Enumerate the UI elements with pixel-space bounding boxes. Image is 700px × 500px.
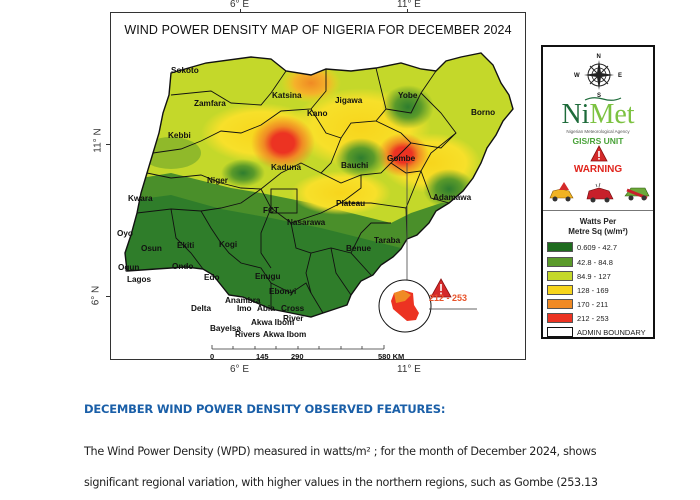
state-label-zamfara: Zamfara xyxy=(194,99,226,108)
warning-triangle-icon xyxy=(590,145,608,162)
legend-divider xyxy=(543,210,653,211)
legend-swatch xyxy=(547,299,573,309)
tick-mark xyxy=(240,9,241,13)
state-label-katsina: Katsina xyxy=(272,91,302,100)
legend-class-label: 212 - 253 xyxy=(577,313,609,323)
state-label-ogun: Ogun xyxy=(118,263,139,272)
svg-text:E: E xyxy=(618,73,622,79)
longitude-label-bottom-11e: 11° E xyxy=(397,364,421,375)
scale-bar xyxy=(211,345,385,350)
legend-swatch xyxy=(547,313,573,323)
legend-class-label: ADMIN BOUNDARY xyxy=(577,327,646,337)
legend-class-5: 170 - 211 xyxy=(547,298,608,310)
legend-class-label: 0.609 - 42.7 xyxy=(577,242,618,252)
compass-rose-icon: N S W E xyxy=(574,54,622,97)
legend-swatch xyxy=(547,327,573,337)
paragraph-line-2: significant regional variation, with hig… xyxy=(84,476,598,489)
longitude-label-bottom-6e: 6° E xyxy=(230,364,250,375)
tick-mark xyxy=(407,9,408,13)
state-label-akwa-ibom: Akwa Ibom xyxy=(251,318,294,327)
inset-range-label: 212 - 253 xyxy=(429,293,468,303)
state-label-ebonyi: Ebonyi xyxy=(269,287,296,296)
state-label-plateau: Plateau xyxy=(336,199,365,208)
state-label-borno: Borno xyxy=(471,108,495,117)
tick-mark xyxy=(106,144,110,145)
state-label-nasarawa: Nasarawa xyxy=(287,218,326,227)
state-label-delta: Delta xyxy=(191,304,211,313)
warning-triangle-icon xyxy=(430,278,452,298)
section-heading: DECEMBER WIND POWER DENSITY OBSERVED FEA… xyxy=(84,402,446,416)
state-label-niger: Niger xyxy=(207,176,229,185)
longitude-label-top-11e: 11° E xyxy=(397,0,421,10)
logo-wave-icon xyxy=(584,97,622,101)
state-label-gombe: Gombe xyxy=(387,154,416,163)
state-label-anambra: Anambra xyxy=(225,296,261,305)
nigeria-wind-map: Sokoto Zamfara Katsina Jigawa Yobe Borno… xyxy=(117,52,514,350)
state-label-river: River xyxy=(283,314,304,323)
state-label-kwara: Kwara xyxy=(128,194,153,203)
svg-text:S: S xyxy=(597,93,601,97)
scale-label-0: 0 xyxy=(210,352,215,361)
legend-units-title: Watts Per Metre Sq (w/m²) xyxy=(568,217,628,236)
scale-label-145: 145 xyxy=(256,352,269,361)
unit-name: GIS/RS UNIT xyxy=(572,136,624,146)
agency-name: Nigerian Meteorological Agency xyxy=(566,129,630,134)
map-frame: WIND POWER DENSITY MAP OF NIGERIA FOR DE… xyxy=(110,12,526,361)
nimet-logo: NiMet xyxy=(561,99,635,130)
accident-cars-icon xyxy=(549,182,650,203)
state-label-imo: Imo xyxy=(237,304,252,313)
legend-panel: N S W E NiMet Nigerian Meteorological Ag… xyxy=(541,45,655,339)
state-label-enugu: Enugu xyxy=(255,272,280,281)
svg-text:N: N xyxy=(597,54,601,60)
legend-class-4: 128 - 169 xyxy=(547,284,609,296)
legend-class-label: 42.8 - 84.8 xyxy=(577,257,613,267)
state-label-kano: Kano xyxy=(307,109,327,118)
tick-mark xyxy=(106,296,110,297)
legend-admin-boundary: ADMIN BOUNDARY xyxy=(547,326,646,338)
state-label-benue: Benue xyxy=(346,244,371,253)
legend-class-label: 84.9 - 127 xyxy=(577,271,611,281)
scale-label-290: 290 xyxy=(291,352,304,361)
legend-swatch xyxy=(547,257,573,267)
latitude-label-left-6n: 6° N xyxy=(90,285,102,306)
latitude-label-left-11n: 11° N xyxy=(92,128,104,153)
legend-class-6: 212 - 253 xyxy=(547,312,609,324)
state-label-kebbi: Kebbi xyxy=(168,131,191,140)
legend-class-3: 84.9 - 127 xyxy=(547,270,611,282)
paragraph-line-1: The Wind Power Density (WPD) measured in… xyxy=(84,445,597,458)
state-label-yobe: Yobe xyxy=(398,91,418,100)
state-label-oyo: Oyo xyxy=(117,229,133,238)
state-label-kogi: Kogi xyxy=(219,240,237,249)
svg-text:W: W xyxy=(574,73,580,79)
state-label-bauchi: Bauchi xyxy=(341,161,368,170)
legend-swatch xyxy=(547,271,573,281)
state-label-abia: Abia xyxy=(257,304,275,313)
longitude-label-top-6e: 6° E xyxy=(230,0,250,10)
state-label-jigawa: Jigawa xyxy=(335,96,363,105)
state-label-ondo: Ondo xyxy=(172,262,193,271)
legend-class-label: 128 - 169 xyxy=(577,285,609,295)
state-label-osun: Osun xyxy=(141,244,162,253)
warning-label: WARNING xyxy=(573,164,623,175)
legend-swatch xyxy=(547,242,573,252)
legend-class-label: 170 - 211 xyxy=(577,299,609,309)
state-label-kaduna: Kaduna xyxy=(271,163,301,172)
state-label-adamawa: Adamawa xyxy=(433,193,472,202)
legend-class-2: 42.8 - 84.8 xyxy=(547,256,613,268)
state-label-cross: Cross xyxy=(281,304,305,313)
state-label-sokoto: Sokoto xyxy=(171,66,199,75)
state-label-bayelsa: Bayelsa xyxy=(210,324,241,333)
state-label-taraba: Taraba xyxy=(374,236,401,245)
legend-swatch xyxy=(547,285,573,295)
state-label-fct: FCT xyxy=(263,206,279,215)
state-label-akwa-ibom-2: Akwa Ibom xyxy=(263,330,306,339)
state-label-ekiti: Ekiti xyxy=(177,241,194,250)
state-label-lagos: Lagos xyxy=(127,275,152,284)
state-label-edo: Edo xyxy=(204,273,219,282)
scale-label-580km: 580 KM xyxy=(378,352,405,361)
map-title: WIND POWER DENSITY MAP OF NIGERIA FOR DE… xyxy=(124,23,512,37)
legend-class-1: 0.609 - 42.7 xyxy=(547,241,617,253)
state-label-rivers: Rivers xyxy=(235,330,260,339)
